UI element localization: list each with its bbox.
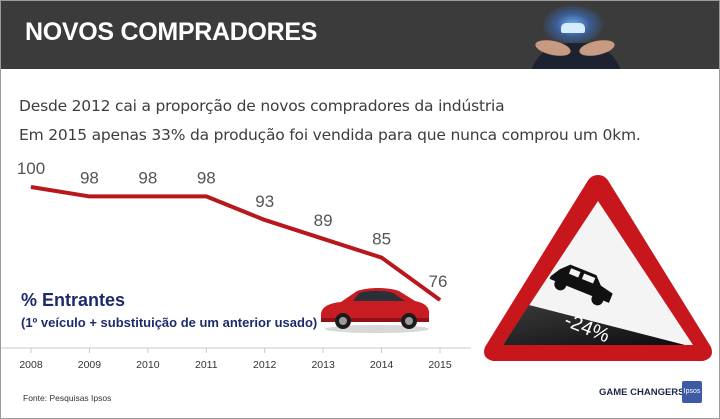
car-windows [353, 290, 405, 301]
subtitle-line-2: Em 2015 apenas 33% da produção foi vendi… [19, 126, 641, 144]
slope-warning-sign: -24% [484, 175, 712, 361]
car-rear-rim [405, 317, 413, 325]
x-tick-label: 2010 [136, 359, 160, 371]
sign-car-icon [549, 264, 613, 306]
x-tick-label: 2014 [370, 359, 394, 371]
x-tick-label: 2011 [195, 359, 218, 371]
car-bumper [321, 318, 429, 322]
x-tick-label: 2008 [19, 359, 43, 371]
car-shadow [325, 325, 429, 333]
data-label: 76 [429, 272, 448, 291]
car-front-rim [339, 317, 347, 325]
brand-name: GAME CHANGERS [599, 387, 685, 398]
data-point [88, 195, 90, 197]
sign-slope [503, 305, 685, 345]
subtitle-line-1: Desde 2012 cai a proporção de novos comp… [19, 97, 505, 115]
data-point [264, 219, 266, 221]
data-label: 100 [17, 159, 45, 178]
data-point [205, 195, 207, 197]
data-point [381, 257, 383, 259]
ipsos-logo: Ipsos [682, 381, 702, 403]
red-car-image [321, 288, 430, 333]
hologram-car-icon [561, 23, 585, 33]
hands-car-hologram-image [521, 1, 631, 69]
data-label: 93 [255, 192, 274, 211]
chart-title: % Entrantes [21, 290, 126, 310]
x-tick-label: 2009 [78, 359, 102, 371]
x-tick-label: 2013 [311, 359, 335, 371]
data-label: 98 [197, 168, 216, 187]
page-title: NOVOS COMPRADORES [25, 18, 318, 46]
data-label: 85 [372, 230, 391, 249]
x-tick-label: 2012 [253, 359, 277, 371]
data-point [322, 238, 324, 240]
car-body [321, 288, 430, 321]
x-tick-label: 2015 [428, 359, 452, 371]
header-bar: NOVOS COMPRADORES [1, 1, 719, 69]
data-label: 98 [138, 168, 157, 187]
chart-subtitle: (1º veículo + substituição de um anterio… [21, 315, 318, 330]
source-note: Fonte: Pesquisas Ipsos [23, 393, 112, 403]
data-point [439, 299, 441, 301]
data-label: 98 [80, 168, 99, 187]
series-line [30, 185, 442, 302]
line-chart: 2008 2009 2010 2011 2012 2013 2014 2015 100 98 98 9… [1, 159, 471, 371]
data-label: 89 [314, 211, 333, 230]
sign-white-panel [503, 201, 693, 345]
data-point [147, 195, 149, 197]
data-point [30, 186, 32, 188]
